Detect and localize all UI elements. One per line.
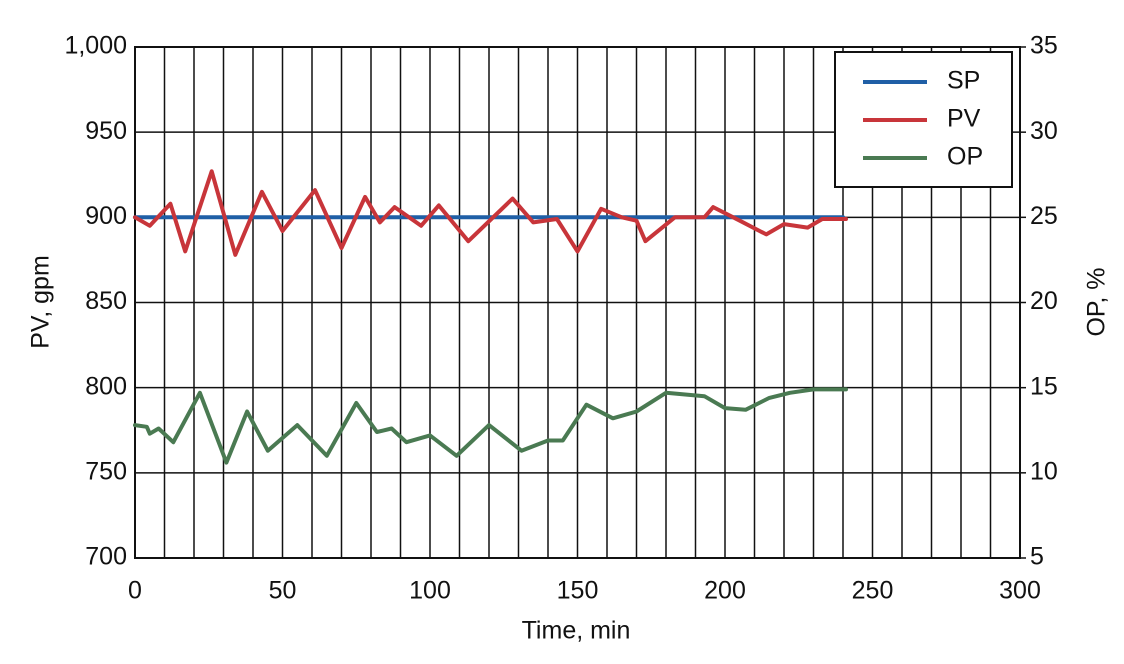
x-tick-label: 300: [999, 577, 1041, 605]
series-line: [133, 387, 848, 465]
y2-tick-label: 5: [1030, 543, 1044, 571]
legend-label: PV: [947, 105, 981, 133]
y2-tick-label: 25: [1030, 202, 1058, 230]
x-tick-label: 0: [128, 577, 142, 605]
x-axis-label: Time, min: [522, 617, 631, 645]
y-tick-label: 700: [85, 543, 127, 571]
y-tick-label: 1,000: [64, 32, 127, 60]
y-tick-label: 950: [85, 117, 127, 145]
y-tick-label: 750: [85, 457, 127, 485]
legend-label: OP: [947, 143, 983, 171]
plot-frame: [134, 46, 1021, 559]
y-tick-label: 800: [85, 372, 127, 400]
x-tick-label: 250: [852, 577, 894, 605]
y2-tick-label: 15: [1030, 372, 1058, 400]
y2-tick-label: 35: [1030, 32, 1058, 60]
y-tick-label: 850: [85, 287, 127, 315]
x-tick-label: 100: [409, 577, 451, 605]
series-line: [133, 169, 848, 257]
y-axis-label: PV, gpm: [27, 255, 55, 349]
y2-tick-label: 20: [1030, 287, 1058, 315]
y2-tick-label: 30: [1030, 117, 1058, 145]
y2-tick-label: 10: [1030, 457, 1058, 485]
x-tick-label: 50: [269, 577, 297, 605]
x-tick-label: 150: [557, 577, 599, 605]
x-tick-label: 200: [704, 577, 746, 605]
y-tick-label: 900: [85, 202, 127, 230]
y2-axis-label: OP, %: [1083, 267, 1111, 336]
legend-label: SP: [947, 67, 980, 95]
